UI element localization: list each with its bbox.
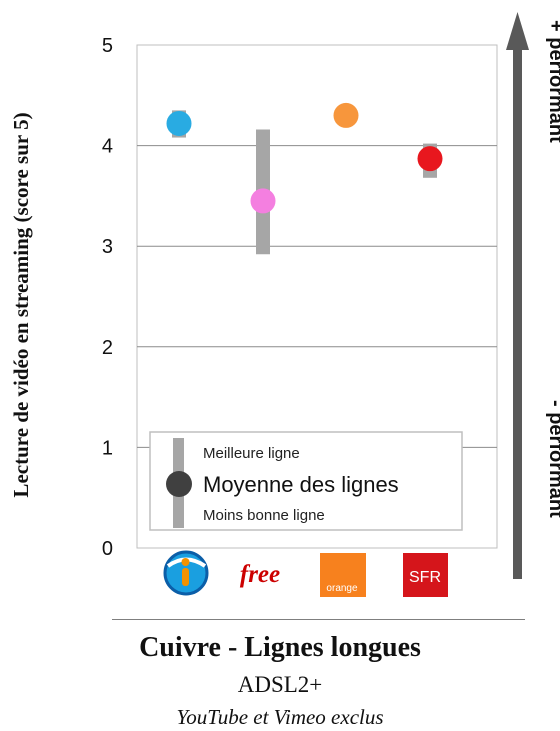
- mean-point: [166, 110, 192, 136]
- legend-mean-swatch: [166, 471, 192, 497]
- y-axis-ticks: 0 1 2 3 4 5: [102, 35, 113, 560]
- arrow-top-label: + performant: [545, 20, 560, 143]
- svg-text:SFR: SFR: [409, 569, 441, 586]
- sfr-logo-icon: SFR: [403, 553, 448, 597]
- caption-title: Cuivre - Lignes longues: [139, 632, 421, 663]
- orange-logo-icon: orange: [320, 553, 366, 597]
- legend-mean-label: Moyenne des lignes: [203, 472, 399, 497]
- mean-points: [166, 102, 443, 214]
- range-bars: [172, 110, 437, 255]
- legend: Meilleure ligne Moyenne des lignes Moins…: [149, 431, 463, 531]
- mean-point: [250, 188, 276, 214]
- legend-best-label: Meilleure ligne: [203, 445, 300, 462]
- mean-point: [417, 146, 443, 172]
- arrow-head-icon: [506, 12, 529, 50]
- mean-point: [333, 102, 359, 128]
- svg-text:orange: orange: [326, 583, 358, 594]
- gridlines: [137, 145, 497, 448]
- y-tick-label: 5: [102, 35, 113, 57]
- chart: 0 1 2 3 4 5 Lecture de vidéo en streaming (sc…: [9, 12, 560, 597]
- legend-box: [149, 431, 463, 531]
- y-axis-label: Lecture de vidéo en streaming (score sur…: [9, 112, 33, 497]
- legend-worst-label: Moins bonne ligne: [203, 507, 325, 524]
- y-tick-label: 0: [102, 538, 113, 560]
- arrow-shaft: [513, 46, 522, 579]
- caption-note: YouTube et Vimeo exclus: [176, 705, 384, 729]
- plot-frame: [136, 44, 498, 549]
- y-tick-label: 1: [102, 437, 113, 459]
- arrow-bottom-label: - performant: [545, 400, 560, 518]
- performance-arrow: [506, 12, 529, 579]
- caption-divider: [112, 619, 525, 620]
- y-tick-label: 3: [102, 236, 113, 258]
- bouygues-logo-icon: [163, 550, 209, 596]
- y-tick-label: 2: [102, 337, 113, 359]
- y-tick-label: 4: [102, 136, 113, 158]
- caption-subtitle: ADSL2+: [237, 672, 323, 697]
- free-logo-icon: free: [240, 561, 280, 588]
